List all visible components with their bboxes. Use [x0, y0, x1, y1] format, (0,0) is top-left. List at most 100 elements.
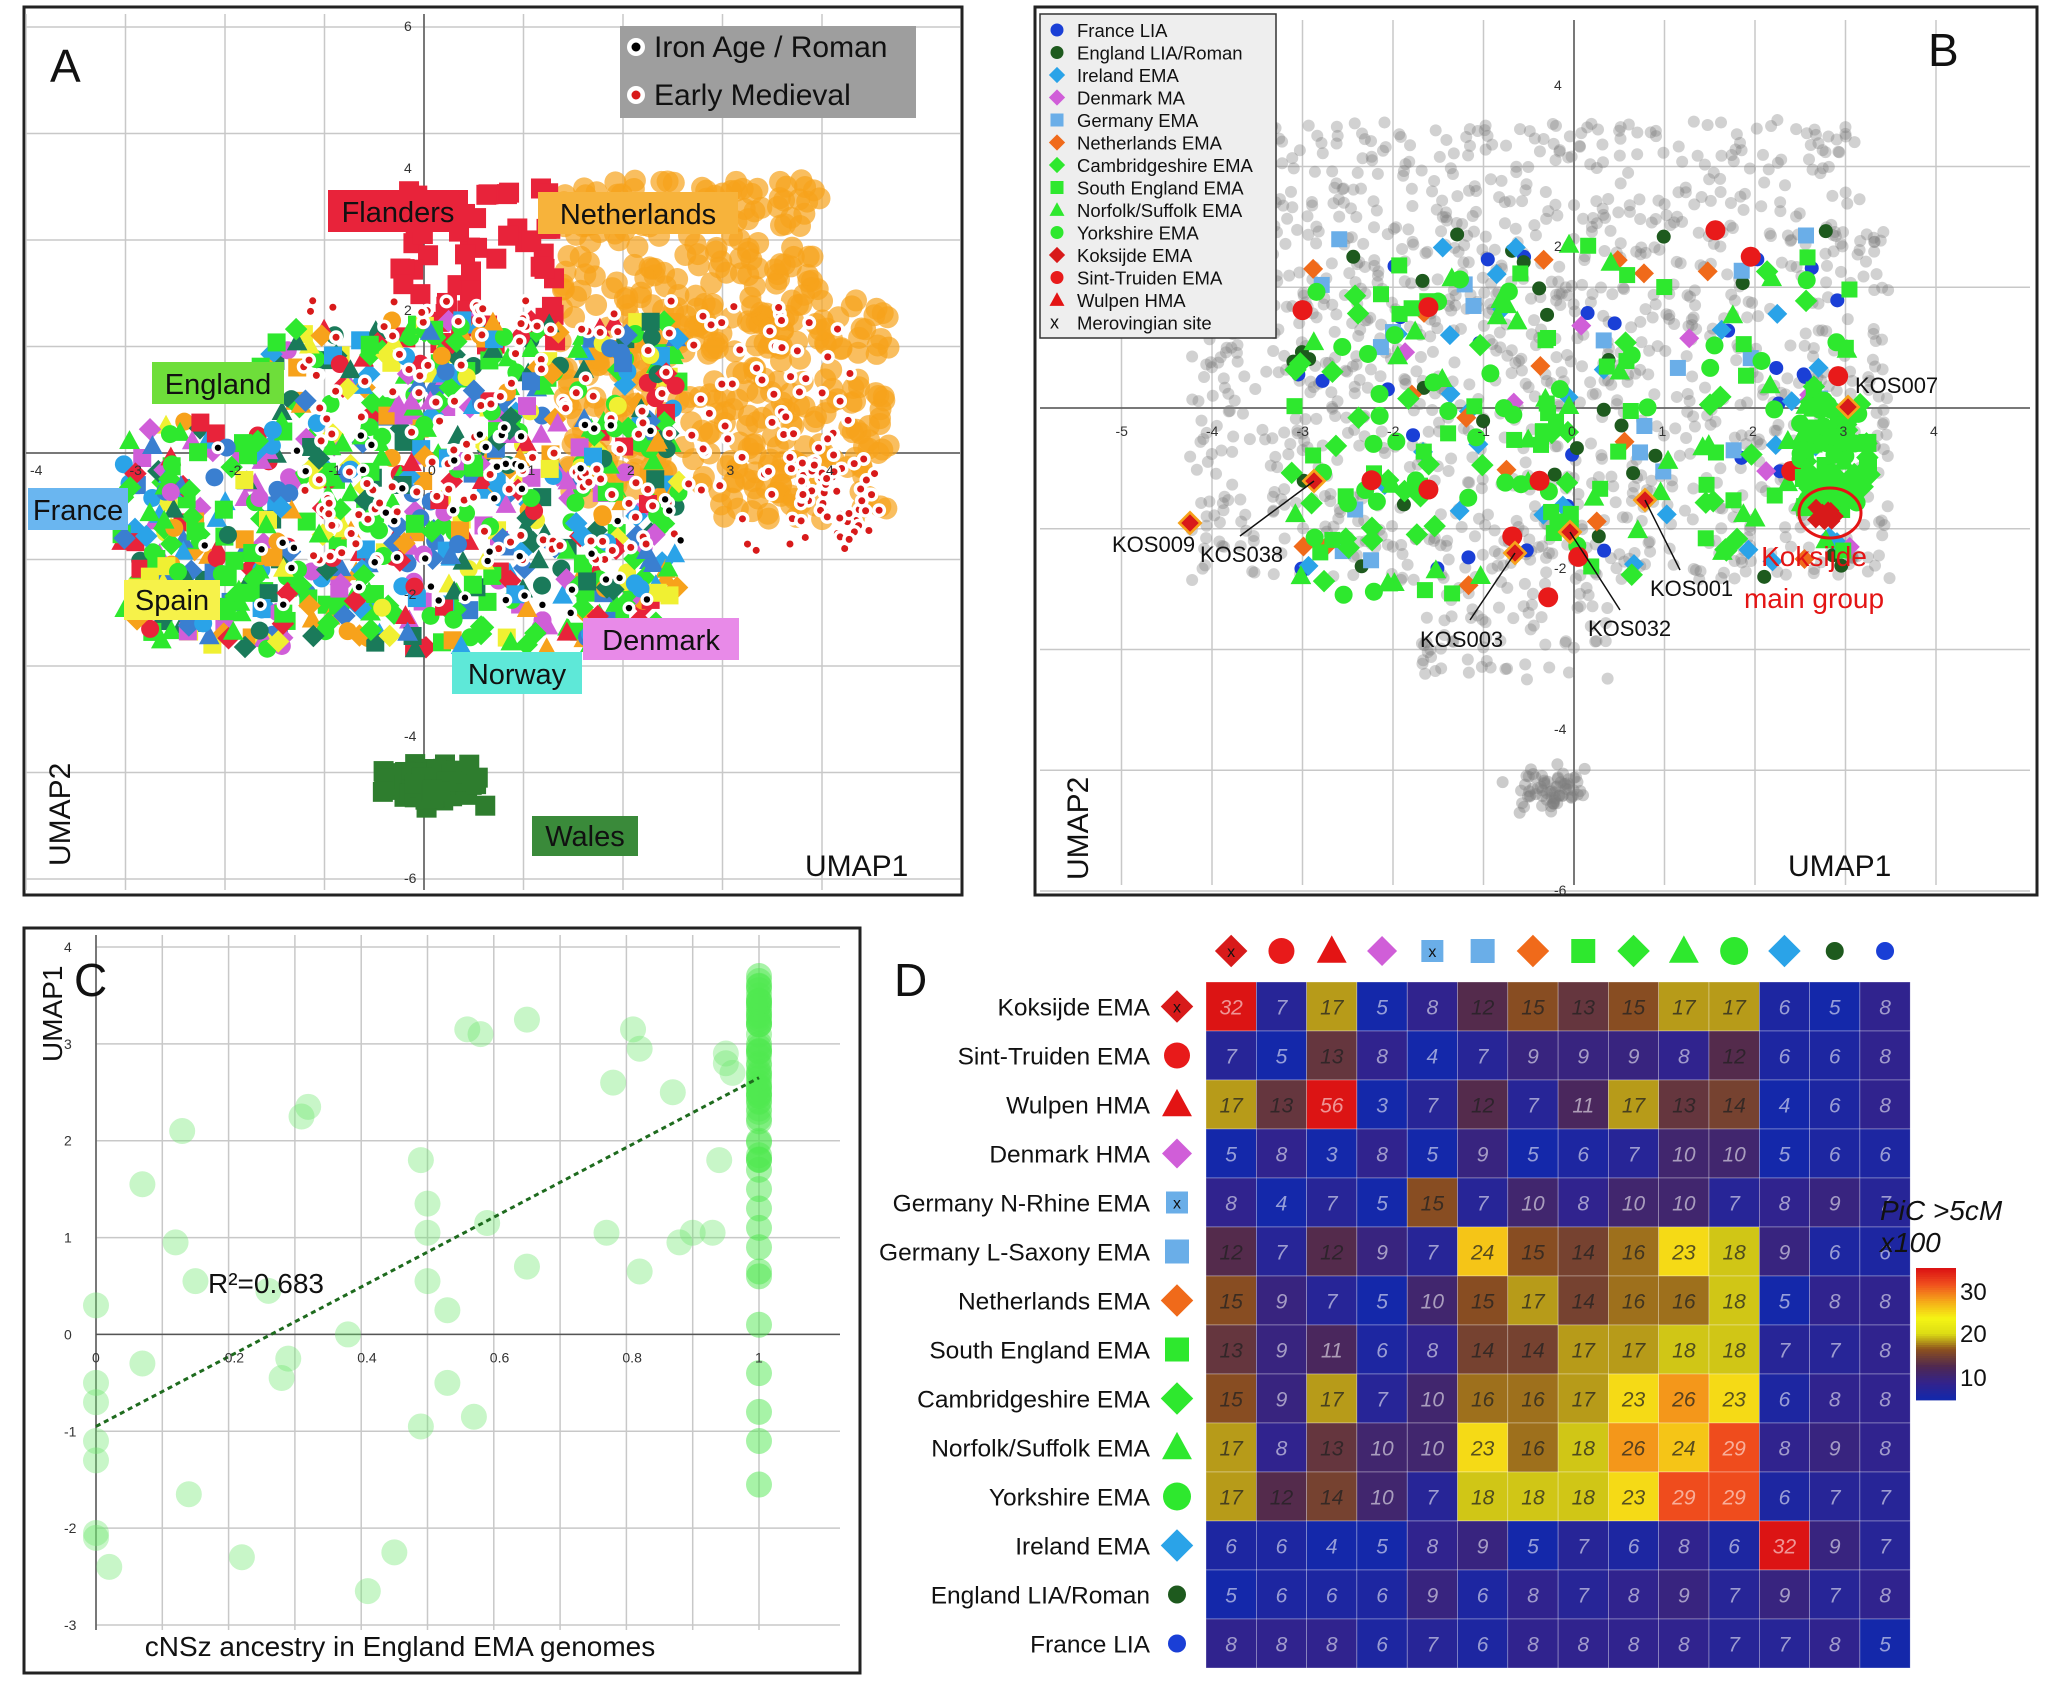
heatmap-value: 7 [1477, 1046, 1490, 1069]
iron-age-dot [422, 555, 429, 562]
mixed-point [500, 631, 522, 651]
grey-point [1633, 193, 1646, 206]
early-medieval-dot [556, 542, 564, 550]
panel-b-marker [1548, 413, 1565, 430]
panel-b-marker [1761, 267, 1783, 287]
grey-point [1347, 183, 1360, 196]
scatter-point [706, 1147, 733, 1174]
grey-point [1595, 449, 1608, 462]
colorbar-segment [1916, 1386, 1956, 1390]
mixed-point [178, 479, 201, 502]
panel-b-marker [1364, 582, 1383, 601]
panel-b-marker [1377, 572, 1399, 592]
mixed-point [286, 331, 308, 351]
grey-point [1230, 346, 1243, 359]
grey-point [1471, 125, 1484, 138]
grey-point [1516, 797, 1529, 810]
colorbar-tick-30: 30 [1960, 1279, 1987, 1306]
mixed-point [483, 566, 502, 585]
grey-point [1752, 433, 1765, 446]
mixed-point [237, 583, 256, 602]
tick-a-x: -3 [130, 462, 143, 478]
grey-point [1867, 327, 1880, 340]
panel-b-marker [1418, 479, 1439, 500]
heatmap-cell [1406, 1324, 1458, 1375]
grey-point [1227, 430, 1240, 443]
early-medieval-dot [639, 419, 647, 427]
grey-point [1634, 212, 1647, 225]
panel-b-marker [1800, 419, 1819, 438]
scatter-point-column [746, 1069, 772, 1096]
grey-point [1611, 394, 1624, 407]
heatmap-cell [1205, 1324, 1257, 1375]
heatmap-value: 17 [1521, 1291, 1546, 1314]
grey-point [1533, 145, 1546, 158]
row-icon [1163, 1482, 1191, 1511]
heatmap-cell [1608, 1569, 1660, 1620]
colorbar-segment [1916, 1360, 1956, 1363]
tick-a-x: 0 [428, 462, 436, 478]
netherlands-point [743, 432, 766, 455]
grey-point [1226, 478, 1239, 491]
heatmap-value: 6 [1829, 1242, 1841, 1265]
early-medieval-dot [419, 318, 427, 326]
iron-age-dot [368, 441, 375, 449]
grey-point [1505, 367, 1518, 380]
early-medieval-dot [424, 361, 432, 369]
mixed-point [340, 482, 361, 502]
heatmap-value: 7 [1225, 1046, 1238, 1069]
grey-point [1526, 587, 1539, 600]
grey-point [1350, 358, 1363, 371]
grey-point [1559, 777, 1572, 790]
panel-b-marker [1540, 329, 1557, 346]
grey-point [1424, 643, 1437, 656]
grey-point [1349, 276, 1362, 289]
mixed-point [255, 514, 277, 534]
early-medieval-dot [665, 329, 673, 337]
legend-b-label: Cambridgeshire EMA [1077, 155, 1253, 176]
grey-point [1714, 172, 1727, 185]
grey-point [1571, 601, 1584, 614]
mixed-point [365, 585, 384, 604]
mixed-point [375, 344, 398, 367]
heatmap-value: 26 [1671, 1389, 1696, 1412]
grey-point [1574, 784, 1587, 797]
early-medieval-dot [768, 490, 776, 498]
colorbar-segment [1916, 1340, 1956, 1344]
colorbar-tick-10: 10 [1960, 1365, 1987, 1392]
grey-point [1515, 352, 1528, 365]
mixed-point [642, 328, 661, 347]
heatmap-value: 5 [1376, 1536, 1388, 1559]
grey-point [1628, 480, 1641, 493]
netherlands-point [616, 294, 639, 317]
early-medieval-dot [585, 478, 593, 486]
mixed-point [457, 368, 476, 387]
heatmap-value: 10 [1722, 1144, 1746, 1167]
netherlands-point [557, 244, 580, 267]
panel-b-marker [1346, 302, 1370, 325]
mixed-point [143, 543, 162, 562]
grey-point [1406, 199, 1419, 212]
colorbar-segment [1916, 1380, 1956, 1383]
netherlands-point [741, 295, 764, 318]
mixed-point [172, 540, 194, 560]
panel-b-marker [1858, 433, 1877, 452]
early-medieval-dot [638, 407, 646, 415]
legend-b-label: Merovingian site [1077, 313, 1212, 334]
legend-b-label: France LIA [1077, 20, 1168, 41]
netherlands-point [827, 306, 850, 329]
grey-point [1698, 158, 1711, 171]
grey-point [1755, 200, 1768, 213]
heatmap-value: 17 [1572, 1389, 1597, 1412]
grey-point [1337, 182, 1350, 195]
early-medieval-marker-dot [631, 90, 641, 100]
panel-b-marker [1502, 526, 1523, 547]
annotation-kos038: KOS038 [1200, 542, 1283, 567]
grey-point [1217, 372, 1230, 385]
grey-point [1793, 207, 1806, 220]
mixed-point [645, 432, 667, 452]
early-medieval-dot [363, 479, 371, 487]
grey-point [1497, 559, 1510, 572]
grey-point [1184, 450, 1197, 463]
